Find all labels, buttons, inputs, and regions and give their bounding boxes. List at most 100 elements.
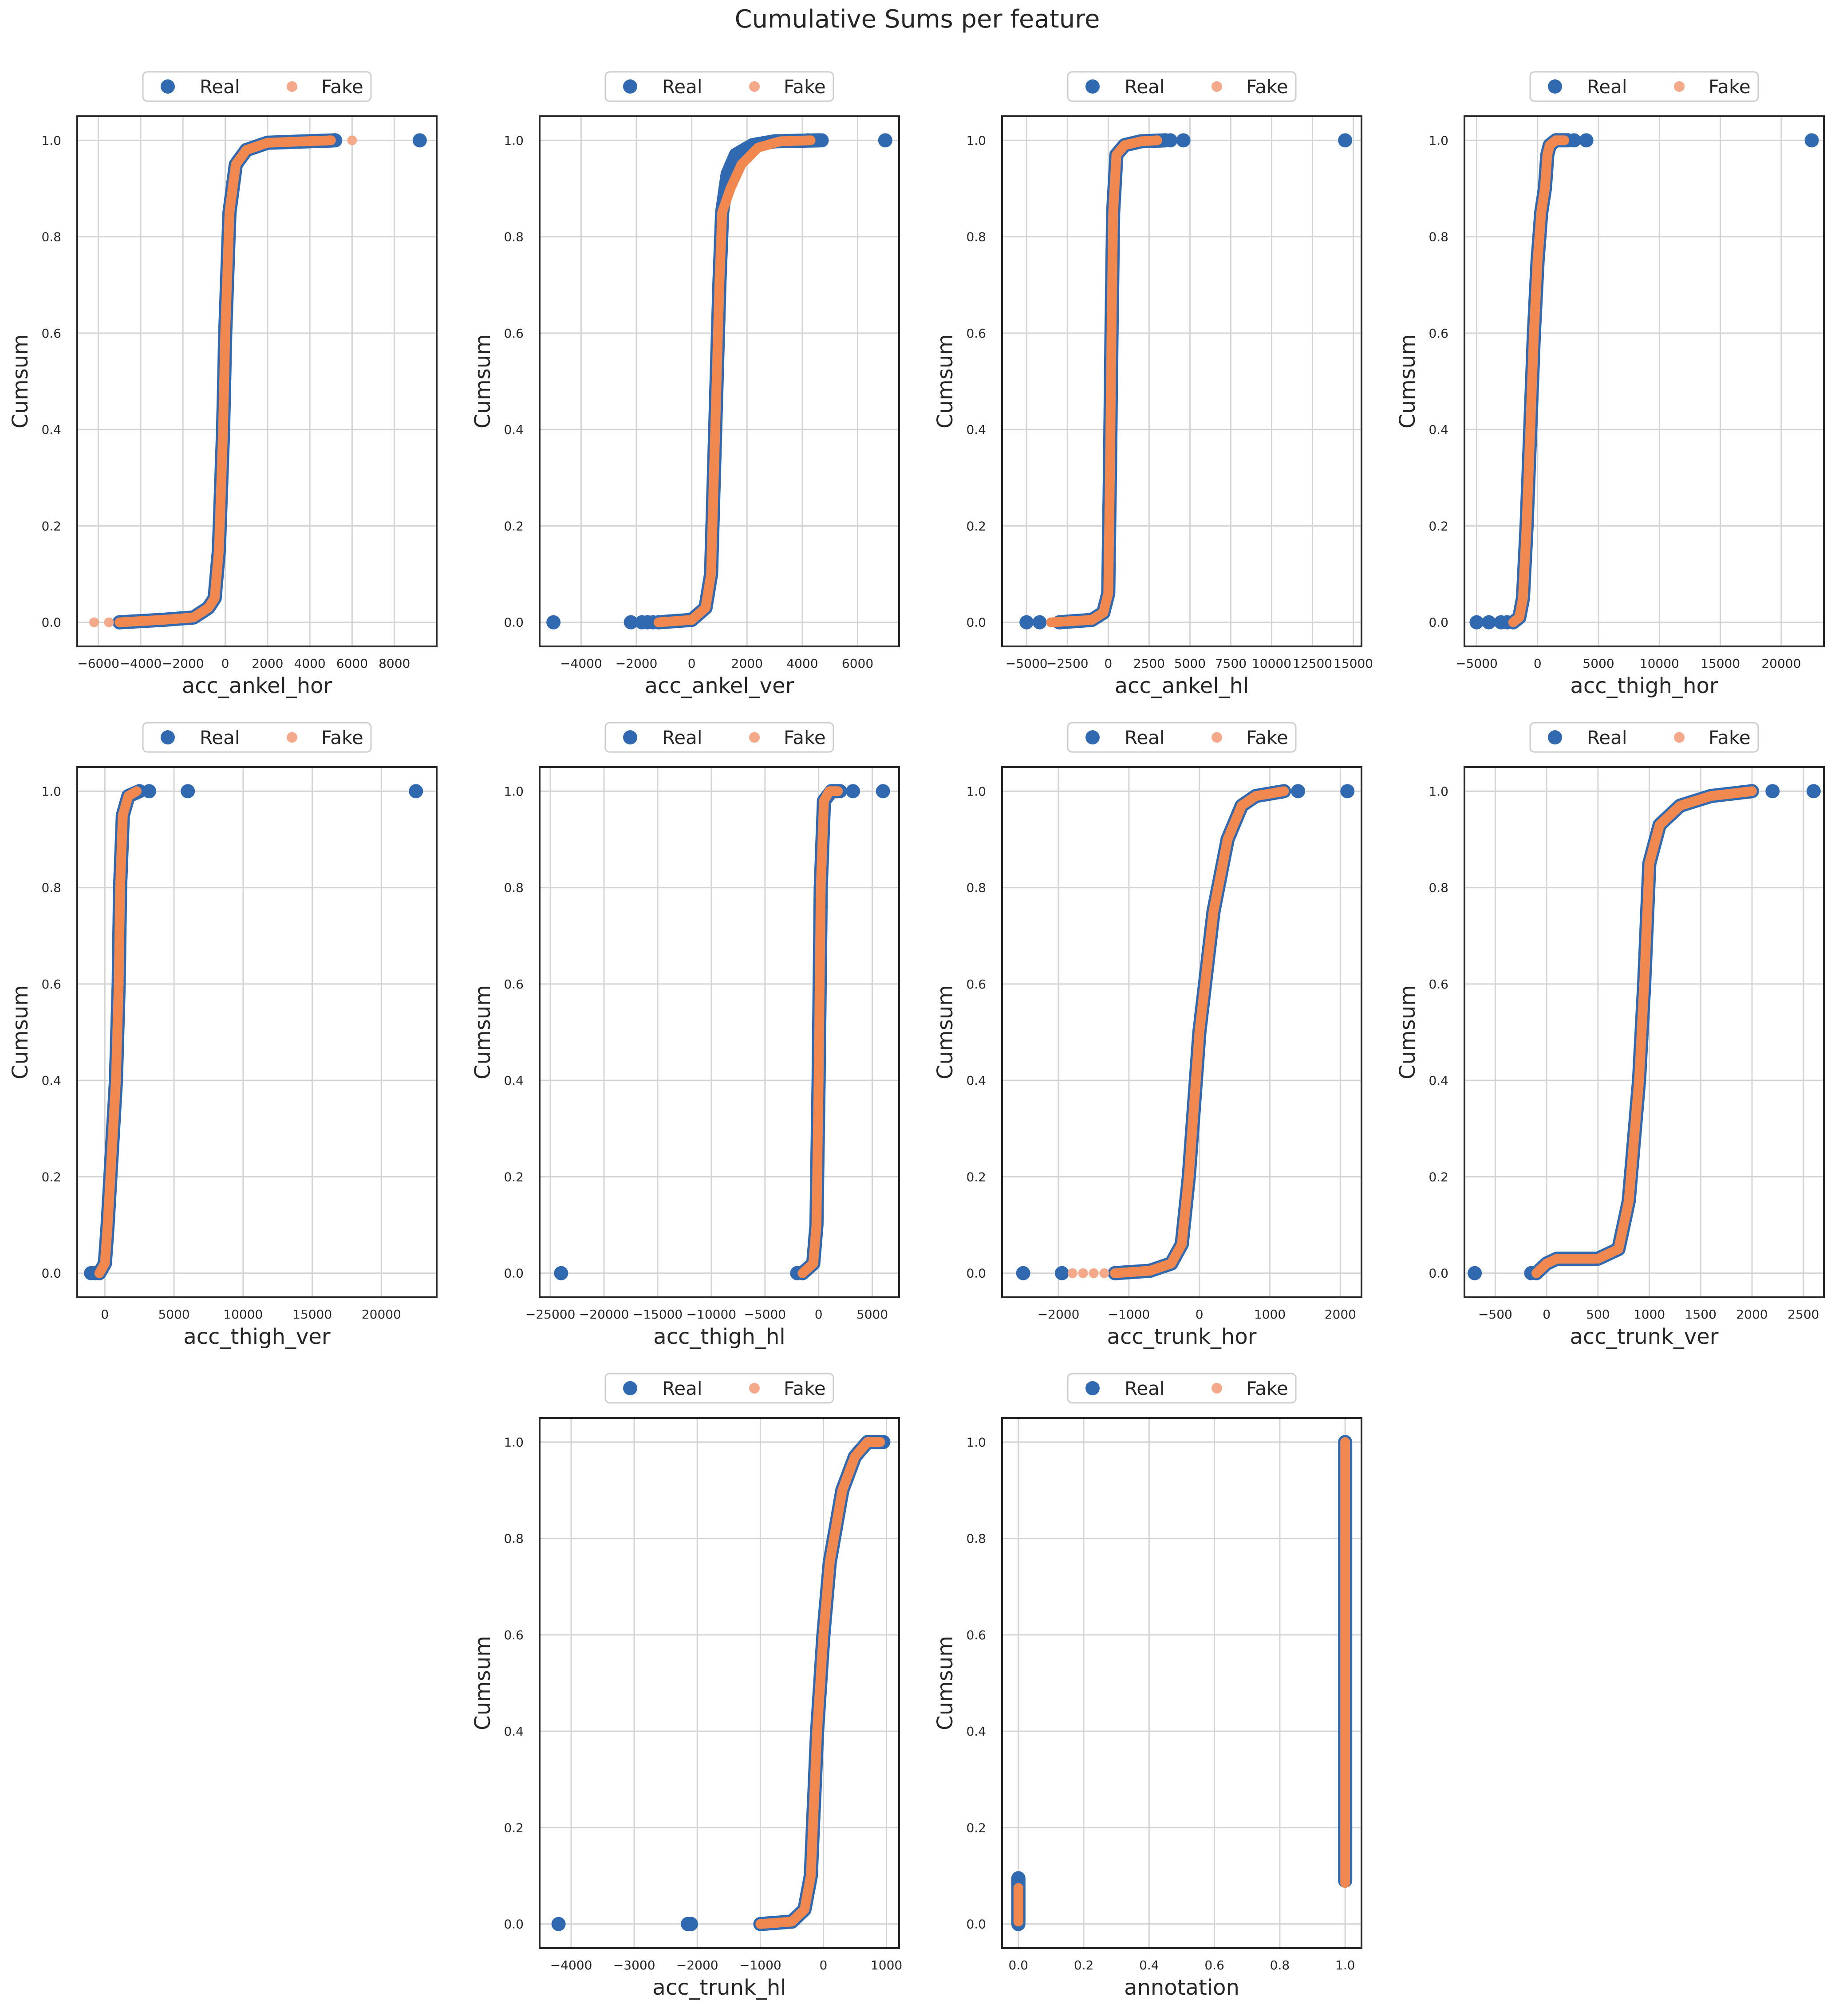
legend-marker-fake <box>1211 81 1222 92</box>
y-tick-label: 0.8 <box>1429 230 1448 244</box>
plot-area <box>77 767 437 1297</box>
y-tick-label: 0.4 <box>1429 1073 1448 1088</box>
x-tick-label: −5000 <box>1456 656 1498 671</box>
legend-box <box>604 1373 834 1404</box>
subplot-acc-thigh-hor: −5000 0 5000 10000 15000 20000 0.0 0.2 0.4 0.6 0.8… <box>1395 71 1825 698</box>
y-tick-label: 0.0 <box>41 615 61 630</box>
x-tick-label: −1000 <box>739 1958 781 1973</box>
y-tick-label: 0.8 <box>966 1532 986 1546</box>
y-tick-label: 0.2 <box>41 519 61 533</box>
series-fake <box>94 786 142 1278</box>
fake-point-band <box>114 135 336 627</box>
x-tick-label: −20000 <box>579 1307 629 1322</box>
y-tick-label: 0.6 <box>41 326 61 341</box>
legend-label-real: Real <box>1125 727 1165 748</box>
y-tick-label: 0.6 <box>966 977 986 992</box>
x-tick-label: 2500 <box>1133 656 1165 671</box>
plot-area <box>540 767 899 1297</box>
x-tick-label: 1000 <box>871 1958 902 1973</box>
y-tick-label: 0.8 <box>966 881 986 895</box>
y-tick-label: 0.2 <box>504 1169 524 1184</box>
x-tick-label: 0.6 <box>1204 1958 1224 1973</box>
legend: Real Fake <box>1529 71 1759 102</box>
x-tick-label: 5000 <box>1582 656 1614 671</box>
series-fake <box>89 135 357 627</box>
x-tick-label: −3000 <box>613 1958 655 1973</box>
x-tick-label: 0 <box>820 1958 828 1973</box>
series-fake <box>1531 786 1757 1278</box>
y-axis-label: Cumsum <box>470 334 495 429</box>
y-tick-label: 0.2 <box>504 519 524 533</box>
real-point <box>1055 1266 1069 1280</box>
y-tick-label: 0.2 <box>966 1820 986 1835</box>
y-axis-label: Cumsum <box>8 334 33 429</box>
legend-label-fake: Fake <box>1709 727 1751 748</box>
x-tick-label: 12500 <box>1293 656 1332 671</box>
x-tick-label: −5000 <box>744 1307 786 1322</box>
legend-box <box>1067 71 1297 102</box>
x-tick-label: −4000 <box>560 656 602 671</box>
fake-point <box>104 617 114 627</box>
x-tick-label: −4000 <box>120 656 162 671</box>
legend-box <box>1067 722 1297 753</box>
real-point <box>1579 133 1594 148</box>
x-tick-label: 10000 <box>1640 656 1679 671</box>
y-tick-label: 0.6 <box>1429 977 1448 992</box>
x-tick-label: 0 <box>1534 656 1542 671</box>
x-axis-label: acc_ankel_ver <box>645 673 794 698</box>
plot-marks <box>546 133 892 630</box>
y-tick-label: 0.2 <box>966 519 986 533</box>
fake-point-band <box>1531 786 1757 1278</box>
real-point <box>1338 133 1353 148</box>
real-point <box>1019 615 1034 630</box>
x-tick-label: −2000 <box>616 656 658 671</box>
x-tick-label: 0.2 <box>1074 1958 1094 1973</box>
legend-label-real: Real <box>662 76 702 98</box>
y-tick-label: 1.0 <box>504 1435 524 1449</box>
y-tick-label: 0.4 <box>41 422 61 437</box>
x-axis-label: acc_thigh_hor <box>1570 673 1718 698</box>
x-tick-label: 2000 <box>731 656 763 671</box>
x-tick-label: 0.0 <box>1009 1958 1029 1973</box>
x-tick-label: 0.4 <box>1139 1958 1159 1973</box>
real-point <box>1468 1266 1482 1280</box>
x-axis-label: acc_thigh_ver <box>183 1324 331 1349</box>
fake-point-band <box>1110 786 1289 1278</box>
y-tick-label: 0.8 <box>504 881 524 895</box>
y-axis-label: Cumsum <box>1395 985 1420 1079</box>
y-tick-label: 0.0 <box>966 1917 986 1932</box>
subplot-acc-trunk-hor: −2000 −1000 0 1000 2000 0.0 0.2 0.4 0.6 0.8 1.0 acc… <box>933 722 1362 1349</box>
x-tick-label: 5000 <box>158 1307 189 1322</box>
y-tick-label: 0.6 <box>504 1628 524 1642</box>
x-tick-label: 5000 <box>1174 656 1206 671</box>
y-axis-label: Cumsum <box>8 985 33 1079</box>
legend-label-real: Real <box>200 727 240 748</box>
plot-area <box>77 116 437 646</box>
legend-marker-real <box>161 730 175 744</box>
x-tick-label: 5000 <box>856 1307 888 1322</box>
real-point <box>181 784 195 799</box>
y-tick-label: 0.6 <box>504 326 524 341</box>
plot-area <box>1002 116 1361 646</box>
x-tick-label: −2000 <box>1038 1307 1080 1322</box>
y-tick-label: 0.2 <box>1429 1169 1448 1184</box>
fake-point-band <box>755 1437 885 1929</box>
plot-marks <box>554 784 890 1280</box>
fake-point-band <box>653 135 816 627</box>
real-point <box>684 1917 698 1931</box>
y-tick-label: 1.0 <box>1429 133 1448 148</box>
x-tick-label: 20000 <box>362 1307 401 1322</box>
figure-title: Cumulative Sums per feature <box>735 5 1100 34</box>
legend: Real Fake <box>1067 71 1297 102</box>
fake-point <box>1078 1268 1088 1278</box>
subplot-acc-thigh-hl: −25000 −20000 −15000 −10000 −5000 0 5000 0.0 0.2… <box>470 722 900 1349</box>
legend-marker-real <box>161 79 175 94</box>
fake-point-band <box>1046 135 1162 627</box>
y-axis-label: Cumsum <box>470 985 495 1079</box>
legend-marker-fake <box>749 732 760 743</box>
fake-point <box>89 617 99 627</box>
legend-box <box>142 71 372 102</box>
legend-box <box>604 722 834 753</box>
x-axis-label: acc_trunk_hl <box>652 1975 786 2000</box>
legend-label-fake: Fake <box>1246 1378 1288 1399</box>
